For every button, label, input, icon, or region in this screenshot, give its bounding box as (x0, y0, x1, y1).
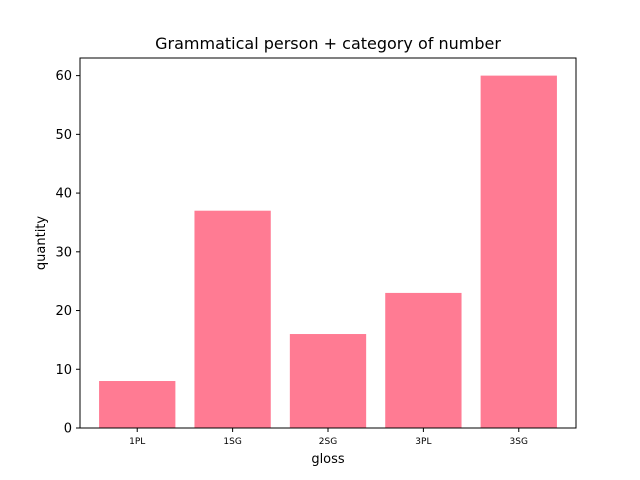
bars-group (99, 75, 557, 428)
x-tick-label-1sg: 1SG (223, 437, 241, 447)
y-axis-label: quantity (34, 216, 49, 271)
x-tick-label-1pl: 1PL (129, 437, 145, 447)
chart-title: Grammatical person + category of number (155, 34, 501, 53)
bar-3sg (480, 75, 557, 428)
x-tick-label-3sg: 3SG (510, 437, 528, 447)
x-axis-label: gloss (311, 452, 345, 467)
y-tick-label-10: 10 (55, 363, 72, 378)
bar-3pl (385, 292, 462, 428)
y-tick-label-0: 0 (64, 422, 72, 437)
bar-1sg (194, 210, 271, 428)
bar-2sg (289, 334, 367, 428)
y-tick-label-50: 50 (55, 128, 72, 143)
y-tick-label-20: 20 (55, 304, 72, 319)
x-tick-label-3pl: 3PL (415, 437, 431, 447)
x-axis-ticks: 1PL 1SG 2SG 3PL 3SG (129, 428, 528, 447)
y-tick-label-40: 40 (55, 187, 72, 202)
y-axis-ticks: 0 10 20 30 40 50 60 (55, 69, 80, 437)
y-tick-label-60: 60 (55, 69, 72, 84)
bar-1pl (99, 381, 176, 428)
plot-frame (79, 57, 577, 429)
y-tick-label-30: 30 (55, 245, 72, 260)
x-tick-label-2sg: 2SG (319, 437, 337, 447)
